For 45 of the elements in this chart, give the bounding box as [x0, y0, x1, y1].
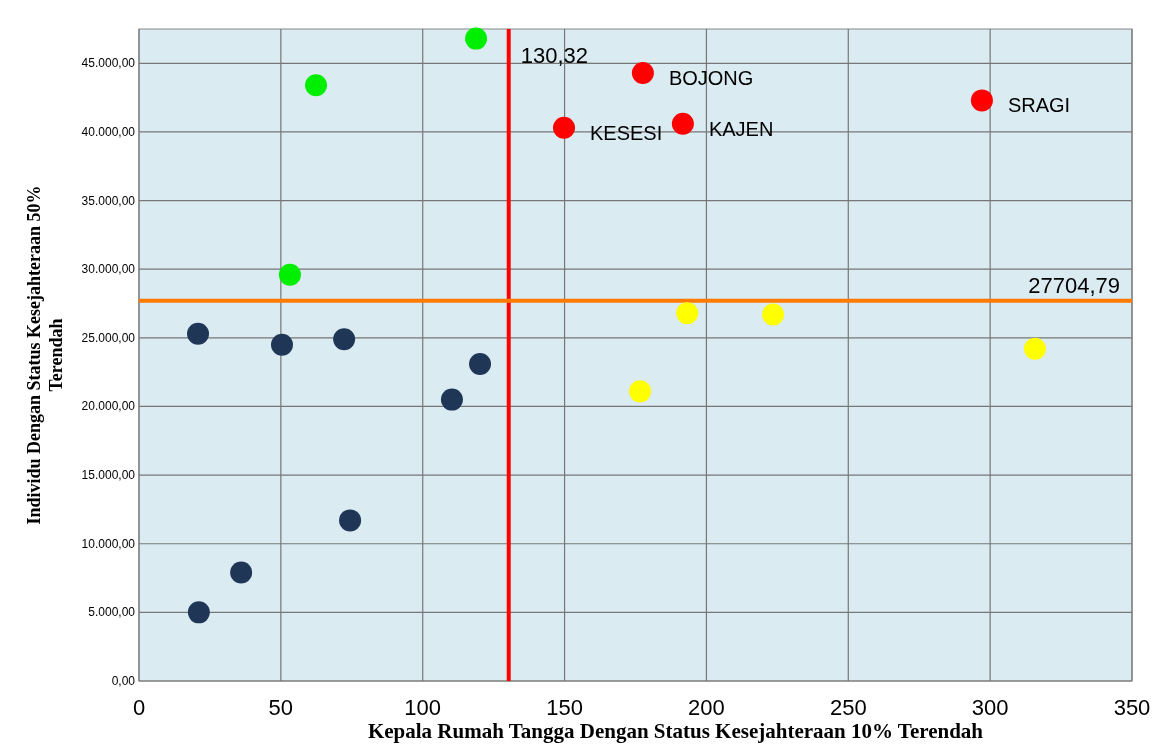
annotation: KESESI: [590, 121, 663, 144]
point: [762, 303, 785, 326]
x-tick-label: 150: [546, 695, 583, 720]
point: [465, 27, 488, 50]
x-tick-label: 0: [132, 695, 146, 720]
point: [278, 263, 301, 286]
y-tick-label: 5.000,00: [88, 605, 136, 620]
y-tick-label: 15.000,00: [81, 468, 136, 483]
y-tick-label: 25.000,00: [81, 330, 136, 345]
x-tick-label: 50: [268, 695, 294, 720]
y-tick-label: 40.000,00: [81, 124, 136, 139]
x-tick-label: 300: [971, 695, 1009, 720]
point: [187, 322, 210, 345]
y-tick-label: 45.000,00: [81, 56, 136, 71]
point: [631, 61, 654, 84]
annotation: SRAGI: [1007, 94, 1071, 117]
point: [333, 328, 356, 351]
point: [970, 89, 993, 112]
ref-line-label: 27704,79: [1028, 272, 1120, 298]
point: [1023, 337, 1046, 360]
x-tick-label: 350: [1113, 695, 1151, 720]
annotation: BOJONG: [668, 66, 754, 89]
point: [553, 116, 575, 139]
y-tick-label: 30.000,00: [81, 262, 136, 277]
x-tick-label: 200: [688, 695, 725, 720]
x-axis-title: Kepala Rumah Tangga Dengan Status Kesejahteraan 10% Terendah: [367, 719, 984, 743]
y-tick-label: 10.000,00: [81, 536, 136, 551]
x-tick-label: 100: [404, 695, 442, 720]
point: [671, 112, 694, 135]
ref-line-label: 130,32: [520, 43, 589, 68]
point: [270, 333, 293, 356]
y-axis-title: Individu Dengan Status Kesejahteraan 50% Terendah: [24, 185, 66, 525]
point: [676, 302, 699, 325]
annotation: KAJEN: [708, 117, 774, 140]
point: [440, 388, 463, 411]
point: [187, 601, 210, 624]
point: [629, 380, 652, 403]
point: [339, 509, 362, 532]
point: [230, 561, 253, 584]
y-tick-label: 20.000,00: [81, 399, 136, 414]
point: [469, 352, 492, 375]
y-tick-label: 35.000,00: [81, 193, 136, 208]
point: [305, 74, 328, 97]
y-tick-label: 0,00: [111, 674, 136, 688]
x-tick-label: 250: [829, 695, 867, 720]
